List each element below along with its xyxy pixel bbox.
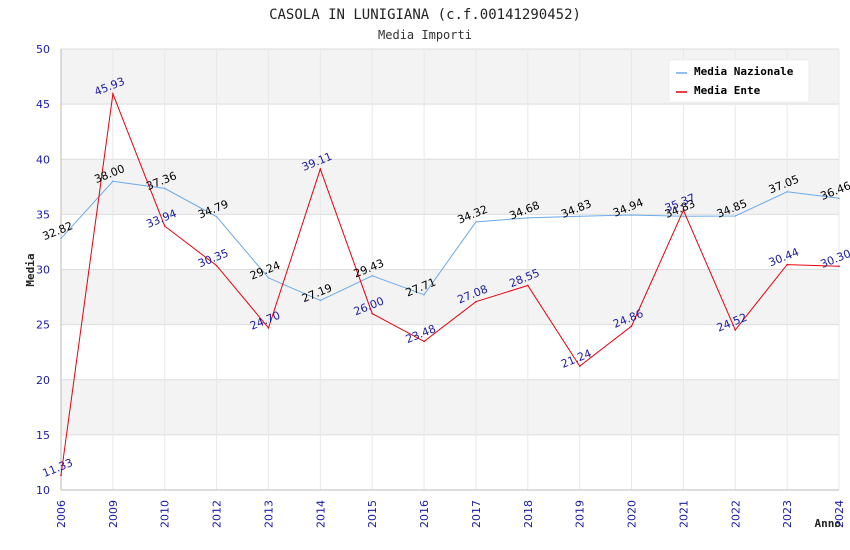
data-point xyxy=(319,299,322,302)
data-point xyxy=(838,265,840,267)
data-point xyxy=(60,237,62,240)
data-point xyxy=(60,474,62,477)
y-tick-label: 45 xyxy=(36,98,50,111)
data-point xyxy=(527,217,529,219)
legend: Media Nazionale Media Ente xyxy=(668,59,810,103)
grid-band xyxy=(61,434,839,490)
grid-band xyxy=(61,104,839,160)
x-tick-labels: 2006 2009 2010 2012 2013 2014 2015 2016 2017 2018… xyxy=(55,500,846,528)
data-point xyxy=(371,274,374,277)
grid-band xyxy=(61,379,839,435)
data-point xyxy=(112,180,114,183)
data-point xyxy=(371,312,374,315)
data-point xyxy=(163,187,166,190)
data-point xyxy=(423,340,425,343)
data-point xyxy=(630,214,633,216)
grid-band xyxy=(61,159,839,215)
data-point xyxy=(578,215,581,218)
x-tick-label: 2010 xyxy=(159,500,172,528)
chart-title: CASOLA IN LUNIGIANA (c.f.00141290452) xyxy=(269,7,581,23)
grid-band xyxy=(61,214,839,270)
data-point xyxy=(423,293,425,296)
grid-band xyxy=(61,269,839,325)
y-tick-label: 15 xyxy=(36,429,50,442)
x-tick-label: 2006 xyxy=(55,500,68,528)
y-tick-label: 25 xyxy=(36,319,50,332)
y-tick-label: 40 xyxy=(36,153,50,166)
x-tick-label: 2014 xyxy=(314,500,327,528)
chart-subtitle: Media Importi xyxy=(378,28,472,42)
legend-box xyxy=(668,59,810,103)
data-point xyxy=(267,277,270,279)
x-tick-label: 2018 xyxy=(522,500,535,528)
series-lines xyxy=(60,91,840,477)
data-point xyxy=(319,168,322,170)
data-point xyxy=(215,215,218,218)
data-point xyxy=(734,215,737,217)
x-tick-label: 2017 xyxy=(470,500,483,528)
x-tick-label: 2021 xyxy=(677,500,690,528)
data-point xyxy=(267,327,270,329)
series-line-media-ente xyxy=(60,91,840,476)
y-tick-label: 30 xyxy=(36,264,50,277)
data-point xyxy=(786,263,788,266)
data-point xyxy=(527,284,529,287)
data-point xyxy=(682,209,685,212)
y-tick-label: 50 xyxy=(36,43,50,56)
grid-band xyxy=(61,324,839,380)
gridlines xyxy=(60,48,840,491)
data-point xyxy=(215,264,218,267)
x-tick-label: 2020 xyxy=(626,500,639,528)
y-tick-label: 35 xyxy=(36,208,50,221)
grid-bands xyxy=(61,49,839,490)
data-point xyxy=(682,215,685,218)
x-tick-label: 2023 xyxy=(781,500,794,528)
legend-label-media-nazionale: Media Nazionale xyxy=(694,65,794,78)
data-point xyxy=(786,190,788,193)
x-tick-label: 2013 xyxy=(262,500,275,528)
y-tick-label: 20 xyxy=(36,374,50,387)
data-point xyxy=(630,325,633,327)
legend-label-media-ente: Media Ente xyxy=(694,84,761,97)
y-tick-labels: 10 15 20 25 30 35 40 45 50 xyxy=(36,43,50,497)
data-point xyxy=(838,197,840,200)
x-tick-label: 2024 xyxy=(833,500,846,528)
x-tick-label: 2015 xyxy=(366,500,379,528)
data-point xyxy=(475,221,477,223)
y-tick-label: 10 xyxy=(36,484,50,497)
x-axis-label: Anno xyxy=(815,517,842,530)
y-axis-label: Media xyxy=(24,253,37,286)
x-tick-label: 2019 xyxy=(574,500,587,528)
data-point xyxy=(163,225,166,227)
data-point xyxy=(112,93,114,95)
x-tick-label: 2009 xyxy=(107,500,120,528)
x-tick-label: 2012 xyxy=(211,500,224,528)
data-point xyxy=(578,365,581,367)
x-tick-label: 2016 xyxy=(418,500,431,528)
series-line-media-nazionale xyxy=(60,180,840,302)
data-point xyxy=(734,329,737,331)
data-point xyxy=(475,300,477,303)
x-tick-label: 2022 xyxy=(729,500,742,528)
